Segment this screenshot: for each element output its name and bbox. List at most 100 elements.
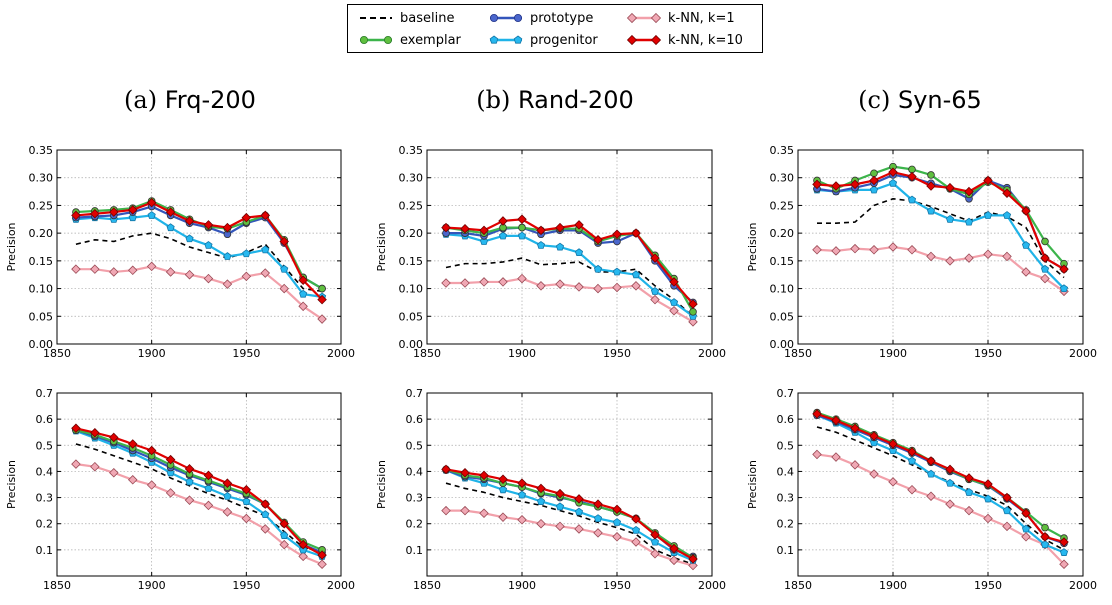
point-progenitor: [1021, 241, 1031, 249]
point-exemplar: [1041, 237, 1049, 246]
point-knn1: [669, 305, 679, 316]
legend-label-knn1: k-NN, k=1: [668, 10, 735, 26]
point-knn1: [888, 477, 898, 487]
point-progenitor: [983, 211, 993, 219]
y-tick-label: 0.7: [777, 387, 795, 400]
point-knn1: [1021, 267, 1031, 277]
point-progenitor: [983, 494, 993, 503]
panel-title-c-prefix: (c): [858, 86, 898, 114]
point-knn10: [555, 488, 565, 499]
x-tick-label: 1950: [603, 579, 631, 592]
legend-item-baseline: baseline: [358, 8, 454, 28]
legend-swatch-knn1: [626, 12, 662, 24]
y-tick-label: 0.15: [399, 255, 424, 268]
point-progenitor: [261, 510, 270, 519]
point-exemplar: [318, 284, 326, 293]
series-knn10: [71, 197, 327, 305]
point-knn10: [517, 478, 527, 488]
y-tick-label: 0.10: [399, 283, 424, 296]
series-knn1: [812, 242, 1069, 297]
point-knn1: [460, 278, 470, 288]
point-progenitor: [593, 264, 603, 273]
point-knn1: [574, 524, 584, 534]
y-tick-label: 0.25: [29, 199, 54, 212]
point-knn10: [260, 499, 271, 509]
point-knn1: [536, 281, 546, 291]
point-progenitor: [242, 497, 251, 505]
y-tick-label: 0.5: [406, 439, 424, 452]
y-axis-label: Precision: [746, 222, 759, 271]
point-knn10: [127, 439, 138, 449]
panel-title-c-name: Syn-65: [897, 86, 982, 114]
point-progenitor: [223, 491, 232, 500]
point-progenitor: [612, 267, 622, 276]
point-knn1: [184, 269, 195, 280]
point-knn1: [850, 243, 860, 254]
point-knn1: [831, 246, 841, 256]
point-knn10: [1040, 253, 1050, 263]
point-knn10: [203, 220, 214, 230]
legend-item-exemplar: exemplar: [358, 30, 461, 50]
y-tick-label: 0.4: [777, 465, 795, 478]
chart-legend: baseline exemplar prototype progenitor k…: [347, 4, 763, 53]
point-progenitor: [574, 507, 584, 516]
point-knn1: [983, 513, 993, 524]
point-knn1: [441, 278, 451, 288]
series-knn10: [812, 167, 1069, 274]
chart-syn-65-top: 1850 1900 1950 2000 0.00 0.05 0.10 0.15 0.20 0.25…: [746, 144, 1097, 360]
y-tick-label: 0.1: [777, 544, 795, 557]
point-progenitor: [479, 237, 489, 245]
y-tick-label: 0.15: [29, 255, 54, 268]
y-tick-label: 0.30: [29, 172, 54, 185]
y-tick-label: 0.20: [29, 227, 54, 240]
point-knn1: [650, 294, 660, 305]
point-knn10: [146, 197, 157, 208]
legend-item-knn10: k-NN, k=10: [626, 30, 743, 50]
point-progenitor: [147, 211, 156, 219]
point-progenitor: [1059, 548, 1069, 556]
y-tick-label: 0.7: [406, 387, 424, 400]
y-tick-label: 0.1: [36, 544, 54, 557]
plot-frame: [56, 392, 342, 577]
point-knn10: [812, 179, 822, 190]
x-tick-label: 1900: [508, 579, 536, 592]
point-knn10: [888, 167, 898, 177]
point-exemplar: [908, 165, 916, 174]
x-tick-label: 1850: [413, 579, 441, 592]
x-tick-label: 1850: [413, 347, 441, 360]
x-tick-label: 1850: [784, 579, 812, 592]
point-knn1: [888, 242, 898, 252]
legend-swatch-progenitor: [489, 35, 523, 44]
point-knn10: [593, 499, 603, 509]
point-knn1: [964, 253, 974, 263]
y-tick-label: 0.30: [399, 172, 424, 185]
point-progenitor: [907, 195, 917, 204]
point-knn1: [222, 507, 233, 517]
y-tick-label: 0.4: [406, 465, 424, 478]
series-progenitor: [812, 178, 1069, 293]
point-progenitor: [1040, 264, 1050, 273]
point-progenitor: [1021, 524, 1031, 533]
y-tick-label: 0.6: [406, 413, 424, 426]
x-tick-label: 1950: [232, 579, 260, 592]
point-knn1: [279, 283, 289, 294]
point-knn10: [669, 277, 679, 287]
point-knn1: [260, 524, 271, 534]
point-knn10: [812, 409, 822, 419]
point-progenitor: [280, 531, 289, 539]
plot-frame: [426, 392, 713, 577]
point-knn10: [222, 222, 233, 233]
point-knn1: [317, 314, 327, 324]
plot-frame: [797, 149, 1084, 345]
y-tick-label: 0.05: [770, 310, 795, 323]
point-knn10: [945, 182, 955, 193]
panel-title-c: (c) Syn-65: [770, 86, 1070, 114]
point-knn1: [279, 539, 289, 550]
point-knn1: [146, 261, 157, 272]
chart-rand-200-top: 1850 1900 1950 2000 0.00 0.05 0.10 0.15 0.20 0.25…: [375, 144, 726, 360]
point-knn1: [926, 491, 936, 502]
series-knn10: [441, 464, 698, 564]
point-progenitor: [517, 490, 527, 499]
point-knn1: [945, 256, 955, 266]
point-knn1: [964, 505, 974, 516]
